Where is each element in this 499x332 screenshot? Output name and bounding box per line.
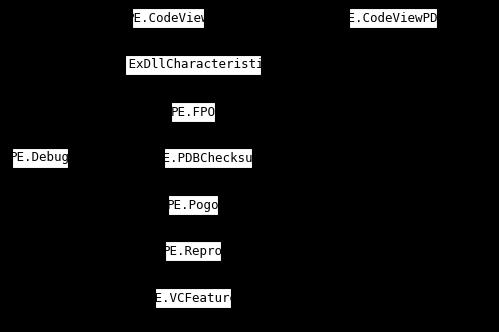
FancyBboxPatch shape — [165, 241, 221, 261]
Text: PE.CodeViewPDB: PE.CodeViewPDB — [340, 12, 446, 25]
Text: PE.FPO: PE.FPO — [171, 106, 216, 119]
FancyBboxPatch shape — [132, 8, 204, 28]
Text: PE.Pogo: PE.Pogo — [167, 199, 219, 211]
FancyBboxPatch shape — [164, 148, 252, 168]
FancyBboxPatch shape — [168, 195, 218, 215]
Text: PE.CodeView: PE.CodeView — [127, 12, 209, 25]
FancyBboxPatch shape — [125, 55, 261, 75]
Text: PE.VCFeature: PE.VCFeature — [148, 291, 238, 304]
FancyBboxPatch shape — [349, 8, 437, 28]
Text: PE.PDBChecksum: PE.PDBChecksum — [156, 151, 260, 164]
FancyBboxPatch shape — [12, 148, 67, 168]
FancyBboxPatch shape — [155, 288, 232, 308]
FancyBboxPatch shape — [171, 102, 215, 122]
Text: PE.Repro: PE.Repro — [163, 244, 223, 258]
Text: PE.Debug: PE.Debug — [10, 151, 70, 164]
Text: PE.ExDllCharacteristics: PE.ExDllCharacteristics — [107, 58, 279, 71]
